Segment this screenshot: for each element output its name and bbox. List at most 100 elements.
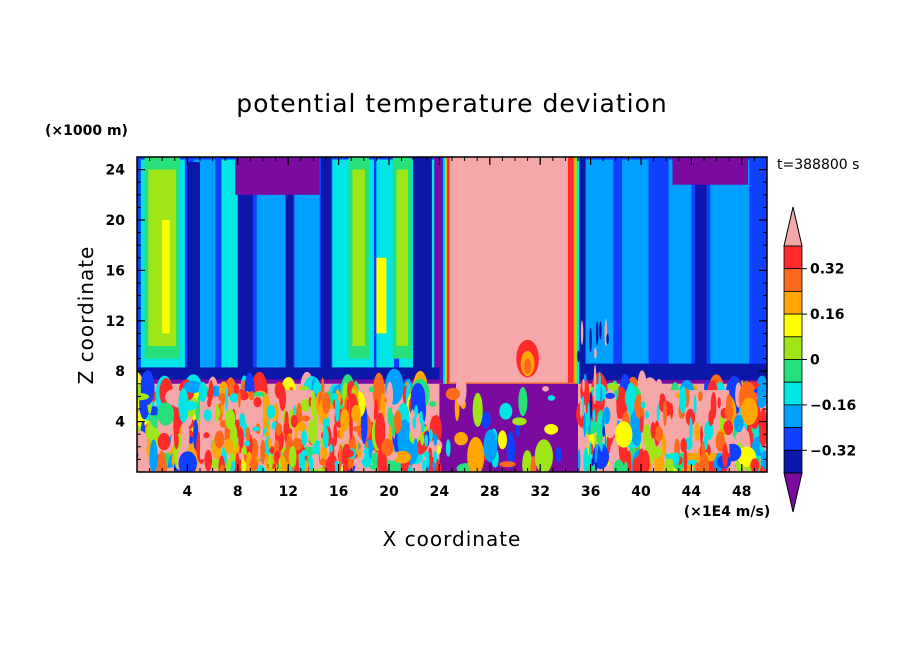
- y-tick-label: 4: [115, 415, 125, 431]
- turbulence-blob: [542, 386, 550, 392]
- lime-core: [396, 169, 408, 346]
- turbulence-blob: [717, 397, 721, 409]
- turbulence-blob: [203, 409, 212, 422]
- transition-streak: [594, 347, 597, 359]
- transition-streak: [591, 458, 594, 467]
- transition-streak: [585, 412, 589, 433]
- transition-streak: [414, 405, 418, 418]
- turbulence-blob: [454, 432, 468, 446]
- turbulence-blob: [670, 402, 674, 420]
- turbulence-blob: [694, 422, 700, 442]
- transition-streak: [589, 392, 593, 419]
- transition-streak: [424, 434, 429, 448]
- turbulence-blob: [275, 422, 283, 436]
- turbulence-blob: [645, 410, 649, 420]
- transition-streak: [587, 402, 590, 427]
- turbulence-blob: [640, 401, 646, 409]
- turbulence-blob: [654, 426, 664, 442]
- turbulence-blob: [724, 404, 734, 421]
- turbulence-blob: [248, 390, 255, 401]
- time-label: t=388800 s: [777, 157, 859, 173]
- column-plume: [523, 358, 532, 374]
- turbulence-blob: [268, 452, 273, 472]
- turbulence-blob: [700, 425, 703, 445]
- turbulence-blob: [225, 387, 228, 412]
- column-core: [449, 157, 568, 383]
- transition-streak: [580, 320, 584, 345]
- x-tick-label: 28: [480, 484, 499, 500]
- violet-top: [235, 157, 320, 195]
- colorbar-swatch: [783, 290, 803, 315]
- turbulence-blob: [157, 402, 175, 426]
- turbulence-blob: [445, 439, 451, 457]
- lime-core: [352, 169, 366, 346]
- y-tick-label: 12: [106, 314, 125, 330]
- colorbar-tick-label: 0.16: [810, 307, 845, 323]
- turbulence-blob: [506, 431, 516, 469]
- turbulence-blob: [312, 381, 320, 394]
- turbulence-blob: [534, 439, 553, 472]
- transition-streak: [595, 320, 599, 346]
- y-tick-label: 8: [115, 364, 125, 380]
- upper-column: [668, 159, 692, 378]
- turbulence-blob: [352, 426, 362, 432]
- dark-band: [187, 162, 200, 382]
- upper-column: [294, 159, 320, 378]
- turbulence-blob: [293, 405, 296, 415]
- yellow-core: [376, 257, 387, 334]
- turbulence-blob: [224, 438, 234, 454]
- turbulence-blob: [204, 449, 213, 472]
- turbulence-blob: [641, 450, 650, 472]
- turbulence-blob: [722, 443, 729, 468]
- dark-band: [237, 157, 253, 382]
- turbulence-blob: [249, 457, 258, 472]
- colorbar-swatch: [783, 313, 803, 338]
- transition-streak: [420, 419, 425, 433]
- x-tick-label: 32: [530, 484, 549, 500]
- transition-streak: [592, 408, 596, 428]
- violet-top: [672, 157, 749, 185]
- transition-streak: [419, 410, 423, 424]
- turbulence-blob: [219, 419, 227, 428]
- upper-column: [221, 159, 238, 378]
- turbulence-blob: [663, 400, 667, 427]
- turbulence-blob: [330, 393, 339, 400]
- turbulence-blob: [137, 385, 141, 396]
- yellow-core: [162, 220, 170, 334]
- turbulence-blob: [244, 440, 251, 447]
- turbulence-blob: [723, 420, 734, 436]
- turbulence-blob: [298, 451, 306, 472]
- turbulence-blob: [498, 430, 507, 450]
- turbulence-blob: [216, 407, 221, 418]
- turbulence-blob: [320, 444, 328, 462]
- turbulence-blob: [292, 437, 303, 451]
- y-tick-label: 16: [106, 263, 125, 279]
- turbulence-blob: [639, 415, 644, 433]
- transition-streak: [597, 427, 600, 437]
- turbulence-blob: [665, 453, 674, 460]
- turbulence-blob: [371, 452, 380, 467]
- turbulence-blob: [340, 408, 350, 432]
- colorbar-swatch: [783, 404, 803, 428]
- turbulence-blob: [686, 459, 699, 466]
- transition-streak: [598, 410, 601, 428]
- turbulence-blob: [189, 436, 194, 444]
- turbulence-blob: [322, 392, 331, 415]
- colorbar-tick-label: −0.16: [810, 398, 856, 414]
- turbulence-blob: [203, 432, 210, 439]
- x-axis-ticks: 4 8 12 16 20 24 28 32 36 40 44 48: [136, 157, 768, 500]
- turbulence-blob: [467, 436, 485, 472]
- turbulence-blob: [733, 414, 744, 433]
- turbulence-blob: [698, 391, 703, 402]
- turbulence-blob: [221, 404, 225, 415]
- turbulence-blob: [325, 455, 335, 472]
- turbulence-blob: [156, 450, 167, 472]
- colorbar-swatch: [783, 359, 803, 383]
- turbulence-blob: [374, 412, 386, 450]
- transition-streak: [582, 378, 585, 393]
- turbulence-blob: [740, 397, 758, 426]
- colorbar-tick-label: 0: [810, 353, 820, 369]
- turbulence-blob: [329, 444, 333, 453]
- turbulence-blob: [269, 446, 275, 455]
